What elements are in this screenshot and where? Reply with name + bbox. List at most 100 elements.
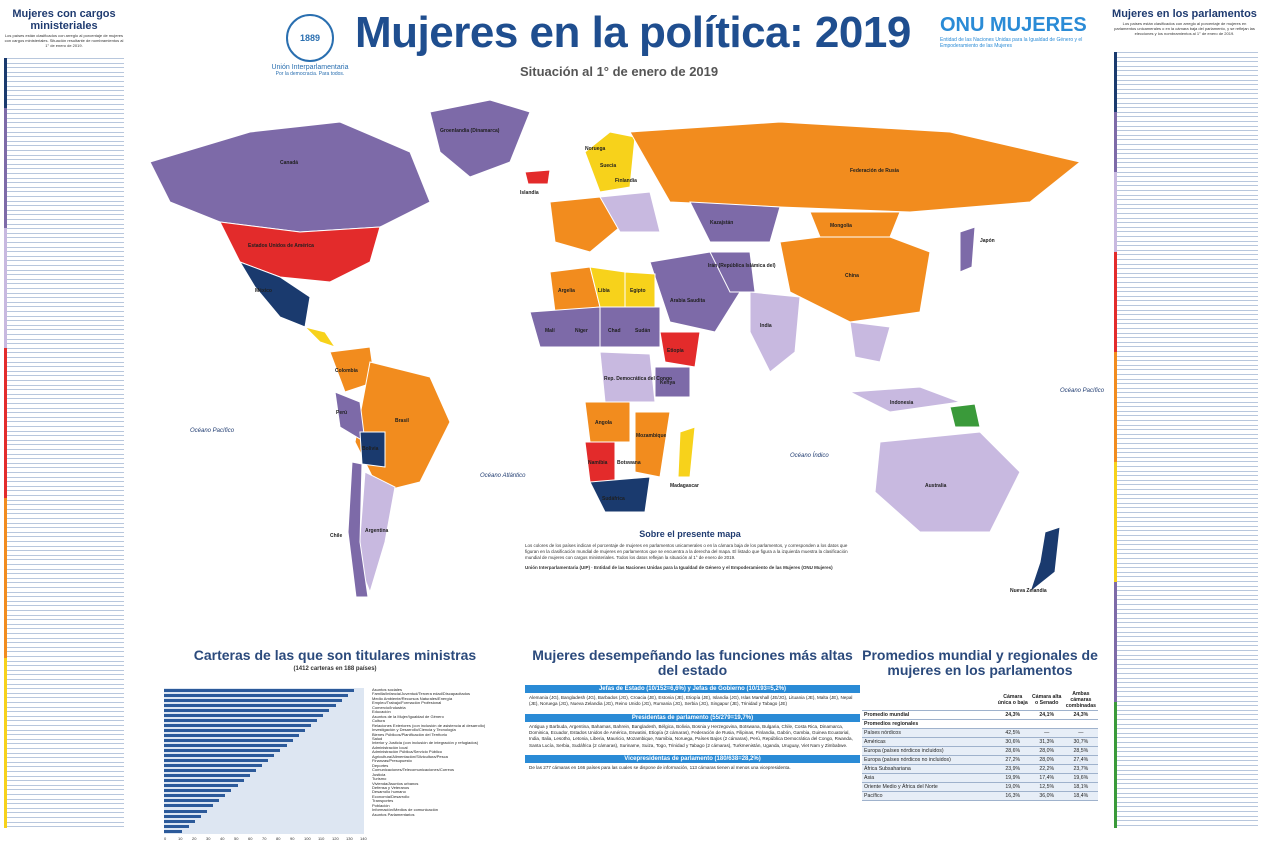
country-middle-east[interactable] [649, 251, 741, 333]
country-angola[interactable] [584, 401, 631, 443]
averages-row: Asia 19,9% 17,4% 19,6% [862, 773, 1098, 783]
table-row [4, 136, 124, 138]
table-row [4, 568, 124, 570]
table-row [1114, 581, 1258, 582]
table-row [4, 269, 124, 271]
table-row [1114, 622, 1258, 624]
table-row [4, 237, 124, 239]
portfolio-label: Economía/Desarrollo [372, 794, 410, 799]
country-iceland[interactable] [524, 169, 551, 185]
table-row [4, 283, 124, 285]
map-label: Groenlandia (Dinamarca) [440, 128, 500, 134]
table-row [1114, 268, 1258, 270]
portfolio-bar [164, 799, 220, 803]
table-row [4, 499, 124, 501]
country-bolivia[interactable] [359, 431, 386, 468]
table-row [1114, 185, 1258, 187]
country-iran[interactable] [709, 251, 756, 293]
country-ethiopia[interactable] [659, 331, 701, 368]
table-row [1114, 139, 1258, 141]
country-southeast-asia[interactable] [849, 321, 891, 363]
table-row [4, 780, 124, 782]
averages-value: 30,7% [1063, 737, 1098, 747]
table-row [1114, 286, 1258, 288]
portfolio-bar [164, 759, 269, 763]
x-tick-label: 10 [178, 836, 183, 841]
country-drc[interactable] [599, 351, 656, 403]
table-row [4, 150, 124, 151]
ranking-band [1114, 112, 1117, 172]
x-tick-label: 110 [318, 836, 325, 841]
country-south-africa[interactable] [589, 476, 651, 513]
deputy-speakers-header: Vicepresidentas de parlamento (180/638=2… [525, 755, 860, 764]
country-mali-niger[interactable] [529, 306, 601, 348]
country-china[interactable] [779, 236, 931, 323]
table-row [1114, 410, 1258, 412]
heads-of-state-text: Alemania (JG), Bangladesh (JG), Barbados… [529, 694, 853, 707]
country-png[interactable] [949, 403, 981, 428]
speakers-header: Presidentas de parlamento (55/279=19,7%) [525, 713, 860, 722]
country-kenya[interactable] [654, 366, 691, 398]
ministers-panel-note: Los países están clasificados con arregl… [4, 33, 124, 48]
portfolio-label: Información/Medios de comunicación [372, 808, 439, 813]
portfolio-label: Defensa y Veteranos [372, 785, 410, 790]
table-row [4, 559, 124, 561]
portfolio-bar [164, 693, 348, 697]
table-row [1114, 668, 1258, 670]
table-row [1114, 346, 1258, 348]
table-row [4, 85, 124, 87]
ranking-band [1114, 582, 1117, 702]
map-label: Finlandia [615, 178, 637, 184]
country-nordics[interactable] [584, 131, 636, 193]
ocean-label: Océano Atlántico [480, 473, 526, 479]
x-tick-label: 80 [276, 836, 281, 841]
table-row [4, 99, 124, 101]
country-chile[interactable] [347, 461, 369, 598]
table-row [4, 255, 124, 257]
table-row [1114, 387, 1258, 389]
country-greenland[interactable] [429, 99, 531, 178]
x-tick-label: 30 [206, 836, 211, 841]
country-mongolia[interactable] [809, 211, 901, 238]
table-row [1114, 291, 1258, 293]
portfolio-bar [164, 713, 324, 717]
country-kazakhstan[interactable] [689, 201, 781, 243]
portfolio-label: Educación [372, 710, 391, 715]
table-row [4, 278, 124, 280]
table-row [1114, 815, 1258, 817]
country-japan[interactable] [959, 226, 976, 273]
country-new-zealand[interactable] [1028, 526, 1061, 594]
onu-mujeres-name: ONU MUJERES [940, 14, 1087, 36]
country-brasil[interactable] [354, 361, 451, 493]
table-row [1114, 116, 1258, 118]
country-madagascar[interactable] [677, 426, 696, 478]
map-label: Madagascar [670, 483, 699, 489]
averages-value [995, 719, 1030, 729]
table-row [1114, 751, 1258, 753]
country-australia[interactable] [874, 431, 1021, 533]
country-indonesia[interactable] [848, 386, 961, 413]
country-eastern-europe[interactable] [599, 191, 661, 233]
country-canada[interactable] [149, 121, 431, 233]
country-chad-sudan[interactable] [599, 306, 661, 348]
table-row [1114, 466, 1258, 467]
table-row [4, 232, 124, 234]
portfolio-label: Deportes [372, 763, 389, 768]
ipu-tagline: Por la democracia. Para todos. [275, 71, 345, 77]
onu-mujeres-tagline: Entidad de las Naciones Unidas para la I… [940, 37, 1083, 49]
averages-table: Cámara única o baja Cámara alta o Senado… [862, 690, 1098, 801]
country-mozambique[interactable] [634, 411, 671, 478]
portfolio-bar [164, 779, 244, 783]
country-india[interactable] [749, 291, 801, 373]
table-row [4, 209, 124, 211]
table-row [1114, 300, 1258, 302]
country-western-europe[interactable] [549, 196, 621, 253]
country-central-america[interactable] [303, 326, 337, 348]
table-row [1114, 590, 1258, 592]
table-row [4, 623, 124, 625]
portfolio-label: Cultura [372, 719, 385, 724]
table-row [1114, 548, 1258, 550]
map-label: Brasil [395, 418, 410, 424]
table-row [1114, 420, 1258, 421]
country-russia[interactable] [629, 121, 1082, 213]
